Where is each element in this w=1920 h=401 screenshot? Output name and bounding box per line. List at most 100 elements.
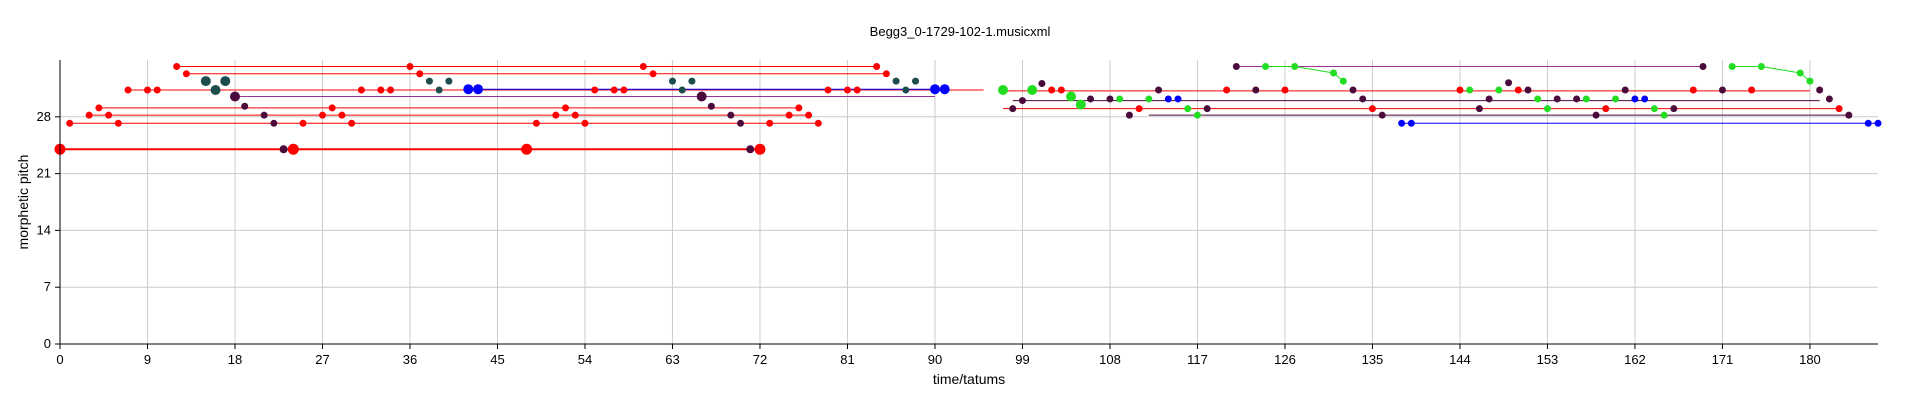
note-point [1087,95,1095,103]
note-point [270,119,278,127]
chart-title: Begg3_0-1729-102-1.musicxml [870,24,1051,39]
note-point [1368,105,1376,113]
note-point [1164,95,1172,103]
note-point [105,111,113,119]
note-point [124,86,132,94]
note-point [737,119,745,127]
note-point [260,111,268,119]
note-point [678,86,686,94]
y-tick-label: 0 [44,336,51,351]
x-tick-label: 162 [1624,352,1646,367]
note-point [445,77,453,85]
x-tick-label: 135 [1362,352,1384,367]
note-point [1466,86,1474,94]
note-points [54,62,1882,155]
note-point [1262,62,1270,70]
note-point [173,62,181,70]
note-point [1291,62,1299,70]
note-point [1621,86,1629,94]
note-point [521,143,533,155]
note-point [727,111,735,119]
x-tick-label: 99 [1015,352,1029,367]
y-axis-title: morphetic pitch [15,155,31,250]
x-tick-label: 171 [1712,352,1734,367]
note-point [143,86,151,94]
x-tick-label: 90 [928,352,942,367]
grid [60,60,1878,344]
note-point [562,104,570,112]
note-point [805,111,813,119]
note-point [610,86,618,94]
note-point [1573,95,1581,103]
note-point [1485,95,1493,103]
note-point [1223,86,1231,94]
note-point [377,86,385,94]
note-point [892,77,900,85]
note-point [746,145,755,154]
note-point [1018,97,1026,105]
note-point [1728,62,1736,70]
note-point [463,84,474,95]
note-point [279,145,288,154]
y-tick-label: 21 [37,166,51,181]
note-point [620,86,628,94]
note-point [1252,86,1260,94]
x-tick-label: 108 [1099,352,1121,367]
note-point [85,111,93,119]
x-tick-label: 180 [1799,352,1821,367]
note-point [873,62,881,70]
note-contour-line [1732,65,1811,82]
note-point [1514,86,1522,94]
note-point [929,84,940,95]
x-tick-label: 81 [840,352,854,367]
note-point [1553,95,1561,103]
note-point [1193,111,1201,119]
note-point [1066,91,1077,102]
note-point [785,111,793,119]
note-point [1475,105,1483,113]
note-point [814,119,822,127]
note-point [912,77,920,85]
x-tick-label: 0 [56,352,63,367]
note-point [1631,95,1639,103]
note-point [998,85,1009,96]
note-segments [60,65,1878,151]
note-point [1232,62,1240,70]
note-point [406,62,414,70]
note-point [1174,95,1182,103]
note-point [1378,111,1386,119]
note-point [649,70,657,78]
note-point [1602,105,1610,113]
note-point [1359,95,1367,103]
note-point [882,70,890,78]
note-point [1135,105,1143,113]
y-tick-label: 28 [37,109,51,124]
note-point [1699,62,1707,70]
note-point [318,111,326,119]
note-point [1612,95,1620,103]
note-point [1874,119,1882,127]
axes [59,60,1878,345]
note-point [1592,111,1600,119]
x-tick-label: 117 [1187,352,1208,367]
note-point [66,119,74,127]
note-point [1398,119,1406,127]
note-point [348,119,356,127]
note-point [532,119,540,127]
note-point [1718,86,1726,94]
note-point [1339,77,1347,85]
x-tick-label: 18 [228,352,242,367]
note-point [1106,95,1114,103]
ticks: 0 9 18 27 36 45 54 63 72 81 90 99 108 117 126 135 144 153… [37,109,1821,367]
note-point [229,91,240,102]
x-axis-title: time/tatums [933,371,1005,387]
note-point [425,77,433,85]
note-point [1349,86,1357,94]
x-tick-label: 72 [753,352,767,367]
note-point [1155,86,1163,94]
note-point [552,111,560,119]
note-point [1582,95,1590,103]
note-point [1281,86,1289,94]
note-point [696,91,707,102]
note-point [581,119,589,127]
